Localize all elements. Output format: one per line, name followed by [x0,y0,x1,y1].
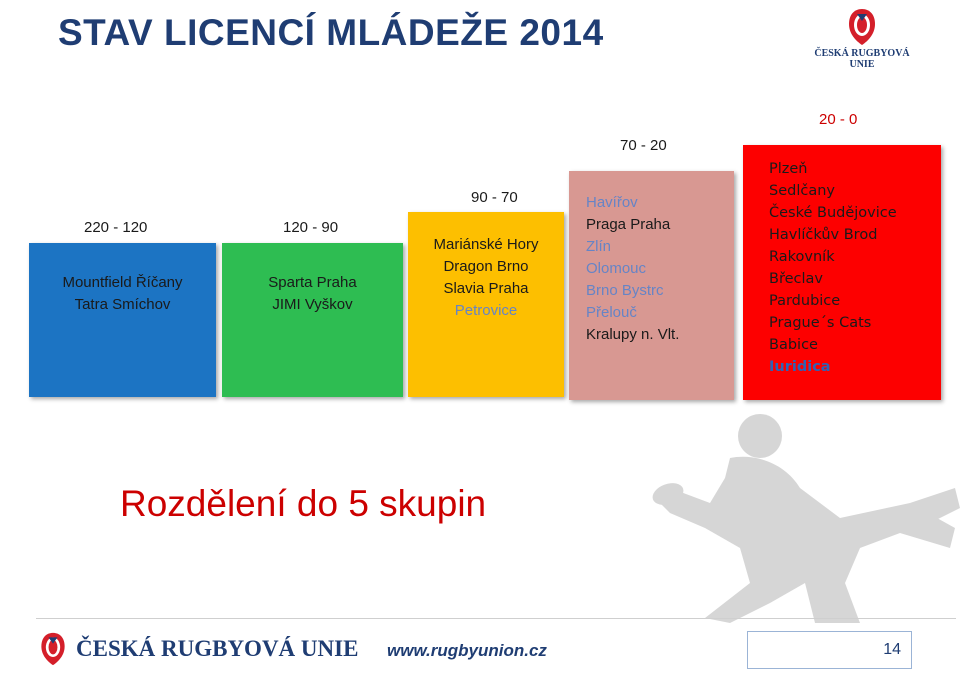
team-name: Břeclav [769,271,823,287]
rugby-shield-icon [41,632,65,666]
footer-logo-text: ČESKÁ RUGBYOVÁ UNIE [76,636,359,661]
team-name: Rakovník [769,249,835,265]
group-5-teams: Plzeň Sedlčany České Budějovice Havlíčkův B… [769,158,897,378]
group-box-1: Mountfield Říčany Tatra Smíchov [29,243,216,397]
group-1-teams: Mountfield Říčany Tatra Smíchov [29,272,216,316]
team-name: Pardubice [769,293,841,309]
team-name: Slavia Praha [443,280,529,297]
team-name: Plzeň [769,161,808,177]
team-name: Sedlčany [769,183,835,199]
team-name: Petrovice [454,302,518,319]
team-name: Mountfield Říčany [62,274,183,291]
team-name: Olomouc [586,260,647,277]
team-name: Prague´s Cats [769,315,872,331]
range-label-group-5: 20 - 0 [819,111,858,128]
subtitle-groups: Rozdělení do 5 skupin [120,483,487,524]
page-number: 14 [883,641,901,658]
footer-logo: ČESKÁ RUGBYOVÁ UNIE [40,630,370,670]
range-label-group-2: 120 - 90 [283,219,339,236]
group-box-5: Plzeň Sedlčany České Budějovice Havlíčkův B… [743,145,941,400]
range-label-group-4: 70 - 20 [620,137,667,154]
website-link[interactable]: www.rugbyunion.cz [387,641,547,660]
footer-divider [36,618,956,619]
team-name: Dragon Brno [443,258,529,275]
team-name: Babice [769,337,818,353]
rugby-union-logo: ČESKÁ RUGBYOVÁ UNIE [812,8,912,72]
team-name: JIMI Vyškov [272,296,353,313]
team-name: Brno Bystrc [586,282,664,299]
team-name: Zlín [586,238,612,255]
group-2-teams: Sparta Praha JIMI Vyškov [222,272,403,316]
team-name: Přelouč [586,304,637,321]
team-name: Havířov [586,194,638,211]
rugby-shield-icon [849,9,875,45]
rugby-player-silhouette-icon [652,414,960,623]
page-title: STAV LICENCÍ MLÁDEŽE 2014 [58,12,604,53]
team-name: Havlíčkův Brod [769,227,878,243]
group-box-3: Mariánské Hory Dragon Brno Slavia Praha Pet… [408,212,564,397]
logo-text-line1: ČESKÁ RUGBYOVÁ [814,48,910,59]
team-name: Mariánské Hory [433,236,539,253]
team-name: Praga Praha [586,216,671,233]
range-label-group-3: 90 - 70 [471,189,518,206]
team-name: Sparta Praha [268,274,357,291]
group-box-4: Havířov Praga Praha Zlín Olomouc Brno Bystrc… [569,171,734,400]
logo-text-line2: UNIE [849,59,875,70]
team-name: Tatra Smíchov [74,296,171,313]
group-4-teams: Havířov Praga Praha Zlín Olomouc Brno Bystrc… [586,192,679,346]
group-box-2: Sparta Praha JIMI Vyškov [222,243,403,397]
team-name: Kralupy n. Vlt. [586,326,680,343]
team-name: České Budějovice [769,205,897,221]
group-3-teams: Mariánské Hory Dragon Brno Slavia Praha Pet… [408,234,564,322]
team-name: Iuridica [769,359,831,375]
page-number-box: 14 [747,631,912,669]
range-label-group-1: 220 - 120 [84,219,148,236]
